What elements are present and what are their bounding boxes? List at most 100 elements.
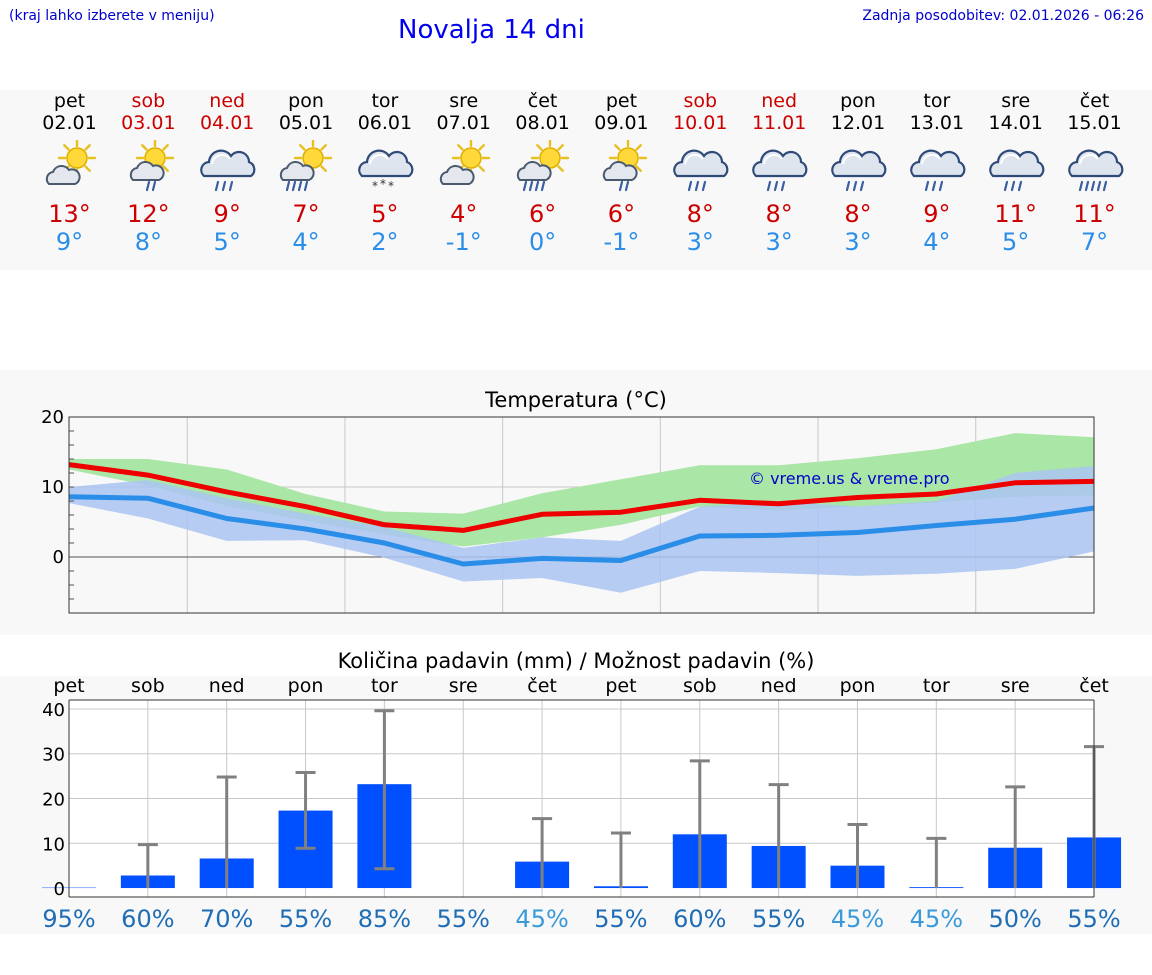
day-date: 02.01 — [42, 112, 97, 134]
day-date: 11.01 — [751, 112, 807, 134]
day-column: čet 08.01 6° 0° — [503, 90, 582, 256]
max-temperature: 9° — [213, 200, 241, 228]
max-temperature: 11° — [994, 200, 1037, 228]
precipitation-chart: 0 10 20 30 40 pet sob ned pon tor sre čet pet sob ned p… — [42, 675, 1122, 933]
day-name: tor — [371, 90, 399, 112]
max-temperature: 11° — [1073, 200, 1116, 228]
cloud-rain-icon — [673, 149, 729, 192]
day-date: 06.01 — [357, 112, 413, 134]
min-temperature: 3° — [844, 228, 872, 256]
y-tick-label: 10 — [41, 477, 64, 498]
day-column: sob 10.01 8° 3° — [661, 90, 740, 256]
min-temperature: -1° — [445, 228, 482, 256]
day-date: 12.01 — [830, 112, 886, 134]
day-name: sre — [1001, 90, 1031, 112]
cloud-rain-icon — [752, 149, 808, 192]
day-name: sob — [683, 90, 718, 112]
day-name: čet — [1079, 90, 1110, 112]
x-category-label: čet — [1079, 675, 1109, 697]
precipitation-chart-title: Količina padavin (mm) / Možnost padavin … — [337, 649, 815, 673]
min-temperature: 4° — [292, 228, 320, 256]
y-tick-label: 40 — [42, 700, 65, 721]
precipitation-probability: 60% — [121, 905, 174, 933]
x-category-label: pet — [605, 675, 636, 697]
day-date: 04.01 — [199, 112, 255, 134]
day-date: 05.01 — [278, 112, 334, 134]
day-column: sob 03.01 12° 8° — [109, 90, 188, 256]
max-temperature: 8° — [765, 200, 793, 228]
precipitation-probability: 55% — [437, 905, 490, 933]
max-temperature: 5° — [371, 200, 399, 228]
temperature-chart: 0 10 20 © vreme.us & vreme.pro — [41, 407, 1095, 614]
min-temperature: 3° — [686, 228, 714, 256]
x-category-label: sob — [683, 675, 717, 697]
precipitation-probability: 45% — [515, 905, 568, 933]
day-name: tor — [923, 90, 951, 112]
cloud-rain-icon — [988, 149, 1045, 192]
precipitation-probability: 85% — [358, 905, 411, 933]
svg-text:*: * — [372, 179, 378, 193]
y-tick-label: 20 — [41, 407, 64, 428]
min-range-band — [69, 466, 1094, 593]
max-temperature: 7° — [292, 200, 320, 228]
page-title: Novalja 14 dni — [398, 15, 585, 45]
precipitation-probability: 70% — [200, 905, 253, 933]
day-name: pet — [53, 90, 86, 112]
sun-cloud-icon — [439, 140, 490, 185]
precipitation-probability: 95% — [42, 905, 95, 933]
day-name: sre — [449, 90, 479, 112]
day-column: ned 11.01 8° 3° — [740, 90, 819, 256]
day-column: tor 13.01 9° 4° — [897, 90, 976, 256]
day-column: pet 02.01 13° 9° — [30, 90, 109, 256]
sun-cloud-icon — [45, 140, 96, 185]
min-temperature: 3° — [765, 228, 793, 256]
day-date: 09.01 — [594, 112, 649, 134]
min-temperature-line — [68, 494, 1095, 567]
min-temperature: 7° — [1080, 228, 1109, 256]
x-category-label: tor — [371, 675, 398, 697]
x-category-label: ned — [761, 675, 797, 697]
cloud-rain-icon — [831, 149, 887, 192]
day-name: ned — [209, 90, 246, 112]
cloud-heavy-rain-icon — [1067, 149, 1123, 192]
min-temperature: 4° — [923, 228, 951, 256]
last-update: Zadnja posodobitev: 02.01.2026 - 06:26 — [862, 8, 1144, 24]
day-date: 03.01 — [121, 112, 176, 134]
sun-cloud-heavy-rain-icon — [516, 140, 569, 192]
day-name: pon — [288, 90, 324, 112]
x-category-label: pet — [53, 675, 84, 697]
precipitation-probability: 60% — [673, 905, 726, 933]
x-category-label: ned — [209, 675, 245, 697]
cloud-rain-icon — [910, 149, 966, 192]
max-temperature: 13° — [48, 200, 91, 228]
precipitation-probability: 55% — [1067, 905, 1120, 933]
y-tick-label: 30 — [42, 745, 65, 766]
day-name: ned — [761, 90, 798, 112]
day-name: pon — [840, 90, 876, 112]
day-date: 08.01 — [515, 112, 570, 134]
precipitation-probability: 55% — [752, 905, 805, 933]
sun-cloud-rain-icon — [603, 140, 648, 192]
sun-cloud-rain-icon — [130, 140, 175, 192]
day-column: tor 06.01 * * * 5° 2° — [345, 90, 424, 256]
plot-frame — [68, 416, 1095, 614]
day-name: sob — [131, 90, 166, 112]
x-category-label: tor — [923, 675, 950, 697]
max-temperature: 6° — [528, 200, 557, 228]
svg-text:*: * — [380, 177, 386, 191]
x-category-label: pon — [288, 675, 324, 697]
min-temperature: 0° — [528, 228, 557, 256]
x-category-label: čet — [527, 675, 557, 697]
temperature-chart-title: Temperatura (°C) — [485, 388, 667, 412]
day-column: pet 09.01 6° -1° — [582, 90, 661, 256]
day-column: sre 07.01 4° -1° — [424, 90, 503, 256]
min-temperature: 5° — [213, 228, 241, 256]
min-temperature: 8° — [134, 228, 162, 256]
day-date: 07.01 — [436, 112, 491, 134]
max-temperature: 8° — [844, 200, 872, 228]
y-tick-label: 0 — [53, 547, 64, 568]
svg-text:*: * — [388, 179, 394, 193]
location-hint[interactable]: (kraj lahko izberete v meniju) — [9, 8, 215, 24]
cloud-snow-icon: * * * — [358, 149, 414, 193]
day-column: pon 12.01 8° 3° — [819, 90, 898, 256]
